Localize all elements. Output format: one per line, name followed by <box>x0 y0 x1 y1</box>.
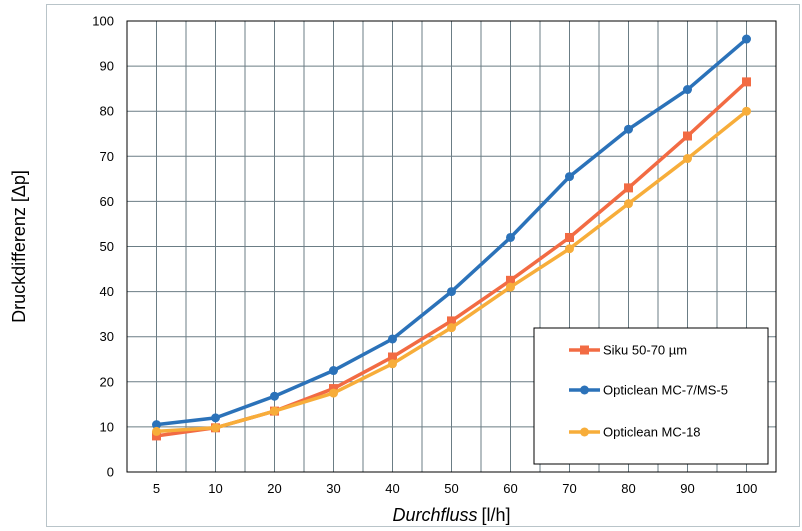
y-tick-label: 0 <box>107 465 114 480</box>
data-point <box>565 172 574 182</box>
data-point <box>329 366 338 376</box>
legend-swatch-marker <box>580 345 589 355</box>
x-tick-label: 60 <box>503 481 517 496</box>
data-point <box>565 244 574 254</box>
series-1 <box>152 34 751 430</box>
x-tick-label: 100 <box>736 481 758 496</box>
series-2 <box>152 106 751 436</box>
data-point <box>447 287 456 297</box>
x-tick-labels: 5 10 20 30 40 50 60 70 80 90 100 <box>153 481 757 496</box>
y-tick-label: 50 <box>100 239 114 254</box>
legend-item: Siku 50-70 µm <box>569 343 687 358</box>
data-point <box>506 232 515 242</box>
legend-item: Opticlean MC-7/MS-5 <box>569 383 728 398</box>
y-tick-label: 90 <box>100 59 114 74</box>
x-axis-title-main: Durchfluss <box>392 505 477 525</box>
x-tick-label: 10 <box>208 481 222 496</box>
data-point <box>152 431 161 441</box>
data-point <box>329 388 338 398</box>
y-tick-label: 80 <box>100 104 114 119</box>
x-tick-label: 90 <box>680 481 694 496</box>
data-point <box>152 420 161 430</box>
x-tick-label: 80 <box>621 481 635 496</box>
data-point <box>447 316 456 326</box>
y-tick-label: 60 <box>100 194 114 209</box>
data-point <box>683 131 692 141</box>
data-point <box>683 154 692 164</box>
y-tick-label: 20 <box>100 374 114 389</box>
legend-item: Opticlean MC-18 <box>569 425 701 440</box>
legend-label: Siku 50-70 µm <box>603 343 687 358</box>
y-tick-label: 10 <box>100 419 114 434</box>
data-point <box>742 34 751 44</box>
y-tick-label: 30 <box>100 329 114 344</box>
legend-swatch-marker <box>580 427 589 437</box>
data-point <box>388 359 397 369</box>
y-tick-label: 40 <box>100 284 114 299</box>
data-point <box>270 406 279 416</box>
data-point <box>565 232 574 242</box>
x-tick-label: 30 <box>326 481 340 496</box>
plot-area <box>126 20 777 473</box>
x-tick-label: 40 <box>385 481 399 496</box>
data-point <box>211 413 220 423</box>
x-tick-label: 5 <box>153 481 160 496</box>
data-point <box>388 334 397 344</box>
data-point <box>624 124 633 134</box>
legend-label: Opticlean MC-18 <box>603 425 701 440</box>
data-point <box>270 391 279 401</box>
data-point <box>329 384 338 394</box>
x-axis-title: Durchfluss [l/h] <box>392 505 510 525</box>
x-axis-title-unit: [l/h] <box>482 505 511 525</box>
data-point <box>742 77 751 87</box>
x-tick-label: 20 <box>267 481 281 496</box>
y-tick-label: 70 <box>100 149 114 164</box>
data-point <box>683 85 692 95</box>
legend-label: Opticlean MC-7/MS-5 <box>603 383 728 398</box>
data-point <box>211 423 220 433</box>
x-tick-label: 70 <box>562 481 576 496</box>
data-point <box>447 323 456 333</box>
legend-swatch-marker <box>580 385 589 395</box>
data-point <box>152 426 161 436</box>
data-point <box>506 282 515 292</box>
data-point <box>742 106 751 116</box>
y-tick-labels: 0 10 20 30 40 50 60 70 80 90 100 <box>92 14 114 480</box>
data-point <box>506 275 515 285</box>
data-point <box>624 183 633 193</box>
y-tick-label: 100 <box>92 14 114 29</box>
legend: Siku 50-70 µm Opticlean MC-7/MS-5 Opticlea… <box>533 327 769 465</box>
legend-items: Siku 50-70 µm Opticlean MC-7/MS-5 Opticlea… <box>569 343 728 440</box>
data-point <box>624 199 633 209</box>
y-axis-title: Druckdifferenz [Δp] <box>9 170 29 323</box>
series-lines <box>152 34 751 441</box>
x-tick-label: 50 <box>444 481 458 496</box>
data-point <box>388 352 397 362</box>
